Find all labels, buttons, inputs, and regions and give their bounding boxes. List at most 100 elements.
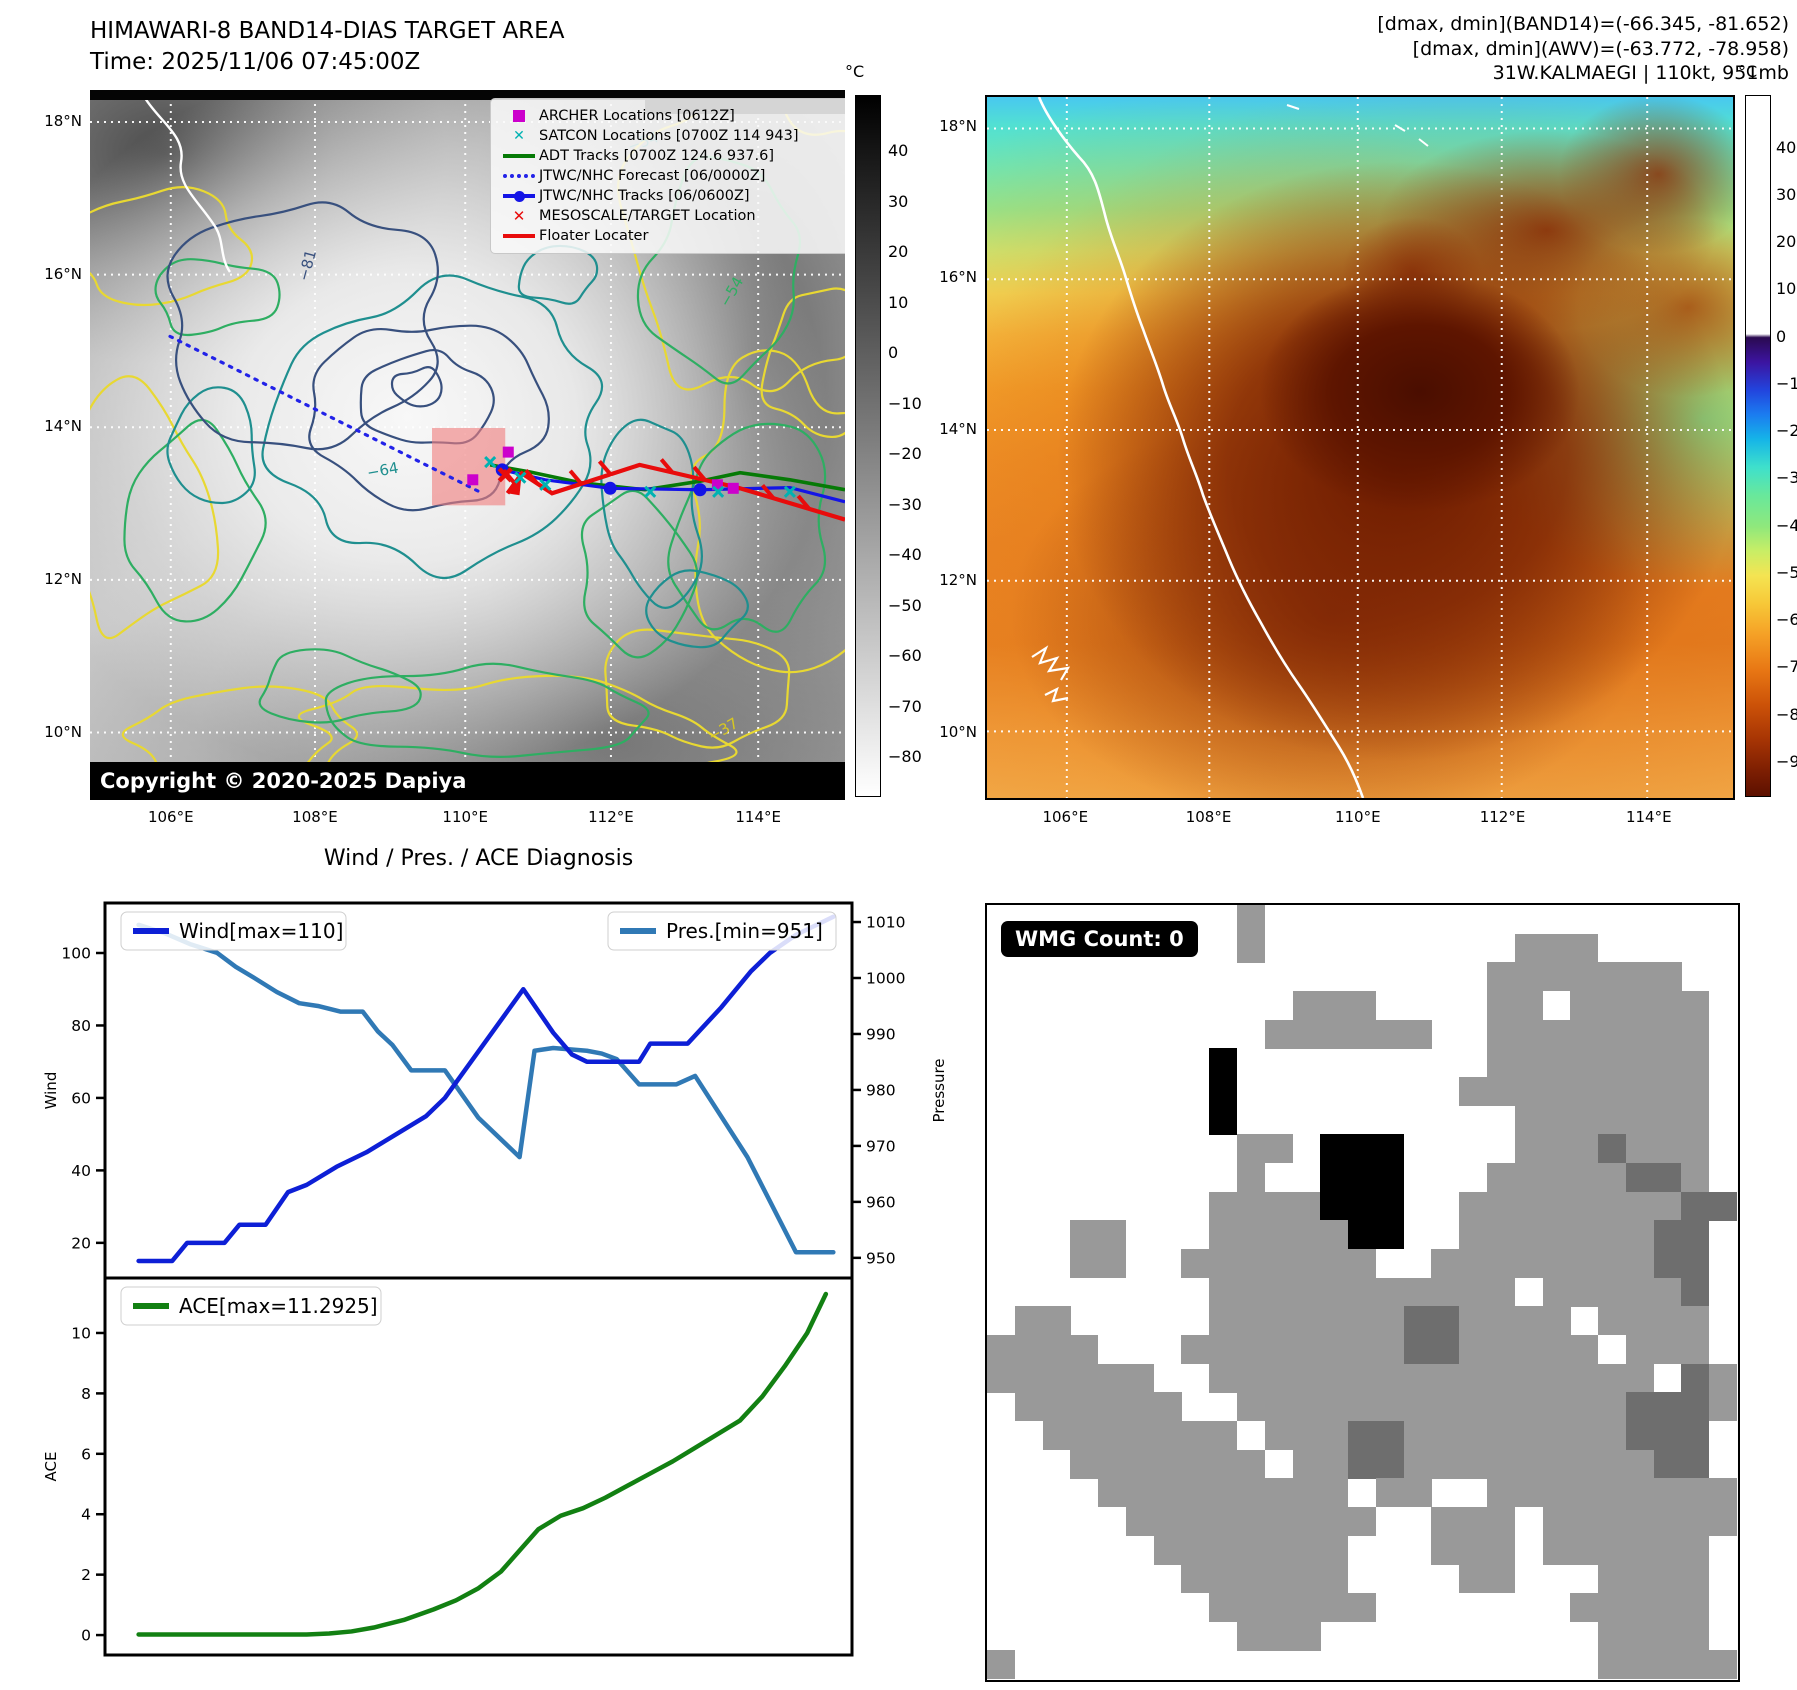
- wmg-cell: [1681, 1478, 1710, 1508]
- wmg-cell: [1681, 1335, 1710, 1364]
- wmg-cell: [1487, 1077, 1515, 1106]
- wmg-cell: [1264, 1220, 1293, 1250]
- wmg-cell: [1681, 1564, 1710, 1594]
- wmg-cell: [1542, 1421, 1571, 1450]
- wmg-cell: [1348, 1277, 1377, 1307]
- wmg-cell: [1348, 1335, 1377, 1364]
- wmg-cell: [1625, 1077, 1654, 1106]
- lon-tick-label: 106°E: [1042, 808, 1089, 826]
- wmg-cell: [1181, 1535, 1210, 1565]
- wmg-cell: [1098, 1363, 1127, 1393]
- wmg-cell: [1625, 1306, 1654, 1336]
- wmg-cell: [1375, 1220, 1404, 1250]
- wmg-cell: [1598, 1306, 1627, 1336]
- wmg-cell: [1625, 1478, 1654, 1508]
- panel2-header: [dmax, dmin](BAND14)=(-66.345, -81.652) …: [1377, 12, 1789, 86]
- wmg-cell: [1125, 1478, 1154, 1508]
- wmg-cell: [1625, 1277, 1654, 1307]
- wmg-cell: [1598, 1650, 1627, 1680]
- wmg-cell: [1237, 1478, 1265, 1508]
- wmg-cell: [1542, 1392, 1571, 1422]
- wmg-cell: [1542, 1220, 1571, 1250]
- svg-text:10: 10: [71, 1324, 91, 1342]
- colorbar-tick: 30: [1776, 184, 1797, 204]
- wmg-cell: [1348, 1363, 1377, 1393]
- wmg-cell: [1320, 1306, 1349, 1336]
- wmg-cell: [1348, 1019, 1377, 1049]
- wmg-cell: [1625, 1621, 1654, 1651]
- wmg-cell: [1098, 1478, 1127, 1508]
- wmg-cell: [1431, 1306, 1460, 1336]
- lat-tick-label: 18°N: [44, 111, 82, 130]
- colorbar-tick: −60: [1776, 610, 1797, 629]
- colorbar-tick: 20: [888, 242, 909, 262]
- wmg-cell: [987, 1650, 1015, 1680]
- svg-text:8: 8: [81, 1385, 91, 1403]
- wmg-cell: [1181, 1449, 1210, 1479]
- wmg-cell: [1375, 1449, 1404, 1479]
- wmg-cell: [1570, 1077, 1599, 1106]
- svg-text:20: 20: [71, 1234, 91, 1252]
- band14-legend: ARCHER Locations [0612Z] ✕ SATCON Location…: [490, 98, 845, 254]
- wmg-cell: [1431, 1449, 1460, 1479]
- lat-tick-label: 16°N: [939, 268, 977, 287]
- wmg-cell: [1487, 1249, 1515, 1278]
- jtwc-marker-icon: [499, 190, 539, 202]
- wmg-cell: [1375, 1134, 1404, 1164]
- wmg-cell: [1514, 1421, 1543, 1450]
- wmg-cell: [1542, 1306, 1571, 1336]
- wmg-cell: [1431, 1249, 1460, 1278]
- wmg-cell: [1292, 1335, 1321, 1364]
- wmg-cell: [1487, 1335, 1515, 1364]
- wmg-cell: [1348, 1220, 1377, 1250]
- wmg-cell: [1570, 933, 1599, 963]
- lat-tick-label: 16°N: [44, 264, 82, 283]
- wmg-cell: [1709, 1507, 1738, 1536]
- wmg-cell: [1125, 1449, 1154, 1479]
- wmg-cell: [1264, 1593, 1293, 1622]
- wmg-cell: [1598, 1191, 1627, 1221]
- wmg-cell: [1459, 1421, 1488, 1450]
- wmg-cell: [1264, 1421, 1293, 1450]
- svg-text:80: 80: [71, 1017, 91, 1035]
- wmg-cell: [1237, 1220, 1265, 1250]
- lat-tick-label: 10°N: [939, 723, 977, 742]
- wmg-cell: [1653, 1421, 1682, 1450]
- wmg-cell: [1375, 1363, 1404, 1393]
- wmg-cell: [1320, 1335, 1349, 1364]
- svg-text:−81: −81: [294, 248, 320, 283]
- wmg-cell: [1653, 1163, 1682, 1192]
- wmg-cell: [1487, 1191, 1515, 1221]
- wmg-cell: [1709, 1191, 1738, 1221]
- wmg-cell: [1598, 1593, 1627, 1622]
- wmg-cell: [1320, 1191, 1349, 1221]
- colorbar-tick: 0: [888, 343, 899, 363]
- wmg-cell: [1681, 1277, 1710, 1307]
- wmg-cell: [1153, 1449, 1182, 1479]
- colorbar-tick: −50: [888, 595, 922, 615]
- wmg-cell: [1653, 1507, 1682, 1536]
- legend-item-forecast: JTWC/NHC Forecast [06/0000Z]: [499, 166, 841, 186]
- wmg-cell: [1292, 1019, 1321, 1049]
- colorbar-tick: −50: [1776, 562, 1797, 582]
- colorbar-tick: −30: [888, 494, 922, 514]
- wmg-cell: [1237, 1507, 1265, 1536]
- wmg-cell: [1237, 1392, 1265, 1422]
- wmg-cell: [1625, 1019, 1654, 1049]
- wmg-cell: [1264, 1507, 1293, 1536]
- wmg-cell: [1459, 1077, 1488, 1106]
- panel1-title: HIMAWARI-8 BAND14-DIAS TARGET AREA: [90, 18, 565, 44]
- legend-label: ADT Tracks [0700Z 124.6 937.6]: [539, 148, 775, 164]
- wmg-cell: [1625, 1363, 1654, 1393]
- legend-item-jtwc: JTWC/NHC Tracks [06/0600Z]: [499, 186, 841, 206]
- wmg-cell: [1625, 991, 1654, 1020]
- wmg-cell: [1209, 1363, 1238, 1393]
- wmg-cell: [1681, 1134, 1710, 1164]
- wmg-cell: [1014, 1335, 1043, 1364]
- wmg-cell: [1570, 1249, 1599, 1278]
- wmg-cell: [1653, 1335, 1682, 1364]
- wmg-cell: [1570, 1220, 1599, 1250]
- wmg-cell: [1292, 1363, 1321, 1393]
- wmg-cell: [1320, 1220, 1349, 1250]
